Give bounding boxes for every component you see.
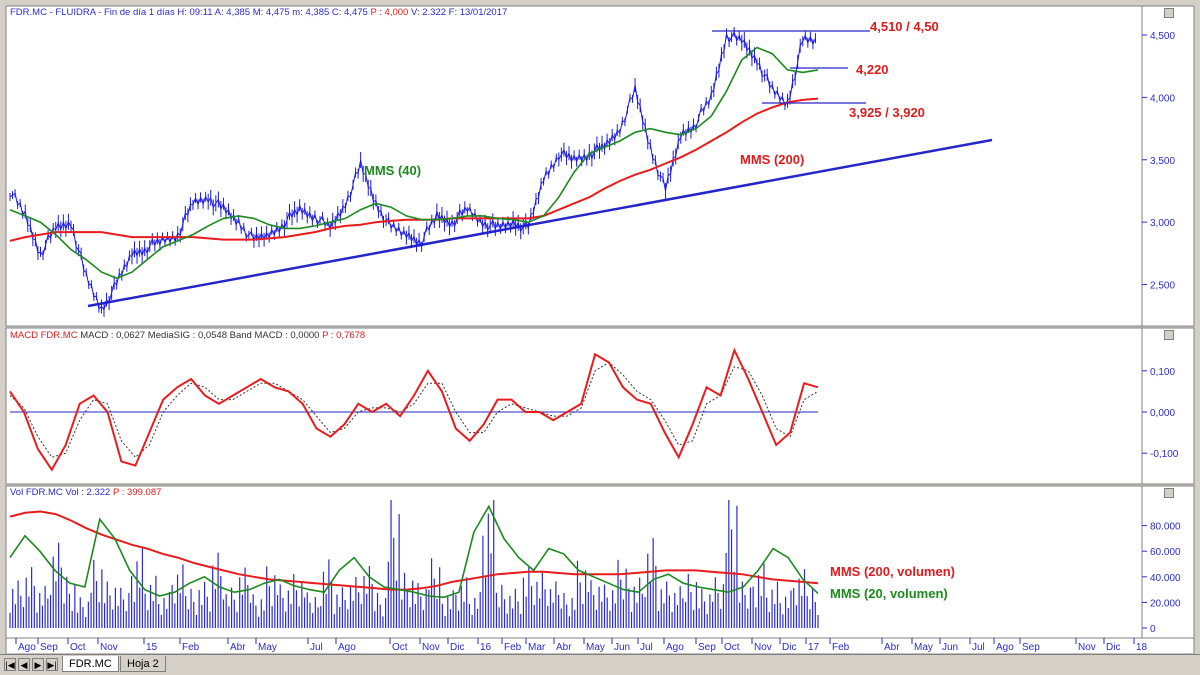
- last-sheet-icon[interactable]: ▶|: [46, 658, 58, 671]
- x-tick-label: Nov: [754, 642, 772, 653]
- x-tick-label: Ago: [18, 642, 36, 653]
- price-y-tick-label: 3,000: [1150, 218, 1175, 229]
- x-tick-label: 18: [1136, 642, 1148, 653]
- mms40-label: MMS (40): [364, 163, 421, 178]
- macd-y-tick-label: 0,100: [1150, 367, 1175, 378]
- x-tick-label: Nov: [1078, 642, 1096, 653]
- volume-panel: [5, 485, 1143, 639]
- chart-canvas: FDR.MC - FLUIDRA - Fin de día 1 días H: …: [5, 5, 1195, 654]
- price-header: FDR.MC - FLUIDRA - Fin de día 1 días H: …: [10, 7, 507, 18]
- x-tick-label: Abr: [230, 642, 246, 653]
- volume-series: [9, 500, 819, 628]
- support-label: 3,925 / 3,920: [849, 105, 925, 120]
- macd-series: [9, 347, 819, 472]
- x-tick-label: Oct: [392, 642, 408, 653]
- x-tick-label: May: [914, 642, 933, 653]
- x-tick-label: Abr: [884, 642, 900, 653]
- price-panel-corner[interactable]: [1164, 8, 1174, 18]
- vol200-label: MMS (200, volumen): [830, 564, 955, 579]
- x-tick-label: Oct: [724, 642, 740, 653]
- next-sheet-icon[interactable]: ▶: [32, 658, 44, 671]
- price-y-tick-label: 4,500: [1150, 31, 1175, 42]
- volume-y-tick-label: 20.000: [1150, 598, 1181, 609]
- x-tick-label: Dic: [782, 642, 796, 653]
- volume-header: Vol FDR.MC Vol : 2.322 P : 399.087: [10, 487, 161, 498]
- price-y-axis: 2,500 3,000 3,500 4,000 4,500: [1142, 31, 1175, 292]
- prev-sheet-icon[interactable]: ◀: [18, 658, 30, 671]
- x-tick-label: Feb: [504, 642, 522, 653]
- resistance-label: 4,510 / 4,50: [870, 19, 939, 34]
- x-tick-label: Ago: [338, 642, 356, 653]
- price-y-tick-label: 2,500: [1150, 281, 1175, 292]
- price-panel: [5, 5, 1143, 327]
- macd-y-tick-label: -0,100: [1150, 449, 1179, 460]
- date-axis-panel: [5, 637, 1195, 654]
- mms200-line: [9, 97, 819, 242]
- x-tick-label: Ago: [666, 642, 684, 653]
- x-tick-label: Feb: [182, 642, 200, 653]
- macd-y-axis: 0,100 0,000 -0,100: [1142, 367, 1179, 460]
- price-y-tick-label: 4,000: [1150, 93, 1175, 104]
- x-tick-label: Mar: [528, 642, 546, 653]
- volume-panel-corner[interactable]: [1164, 488, 1174, 498]
- x-tick-label: Jun: [614, 642, 630, 653]
- volume-y-tick-label: 60.000: [1150, 547, 1181, 558]
- macd-axis-panel: [1141, 327, 1195, 485]
- x-tick-label: Dic: [1106, 642, 1120, 653]
- x-tick-label: Ago: [996, 642, 1014, 653]
- volume-y-tick-label: 80.000: [1150, 522, 1181, 533]
- x-tick-label: Nov: [422, 642, 440, 653]
- macd-header: MACD FDR.MC MACD : 0,0627 MediaSIG : 0,0…: [10, 330, 365, 341]
- vol-mms20-line: [9, 504, 819, 599]
- x-tick-label: Abr: [556, 642, 572, 653]
- x-tick-label: 16: [480, 642, 492, 653]
- volume-y-tick-label: 40.000: [1150, 573, 1181, 584]
- x-tick-label: Sep: [1022, 642, 1040, 653]
- x-tick-label: Sep: [40, 642, 58, 653]
- trend-line: [87, 138, 993, 308]
- volume-y-axis: 80.000 60.000 40.000 20.000 0: [1142, 522, 1181, 635]
- x-tick-label: 15: [146, 642, 158, 653]
- x-tick-label: Feb: [832, 642, 850, 653]
- tab-fdr-mc[interactable]: FDR.MC: [62, 656, 119, 672]
- x-tick-label: Nov: [100, 642, 118, 653]
- first-sheet-icon[interactable]: |◀: [4, 658, 16, 671]
- macd-y-tick-label: 0,000: [1150, 408, 1175, 419]
- x-tick-label: Oct: [70, 642, 86, 653]
- mms200-label: MMS (200): [740, 152, 804, 167]
- tab-hoja-2[interactable]: Hoja 2: [120, 656, 166, 672]
- vol-mms200-line: [9, 510, 819, 591]
- mid-label: 4,220: [856, 62, 889, 77]
- macd-panel-corner[interactable]: [1164, 330, 1174, 340]
- price-axis-panel: [1141, 5, 1195, 327]
- x-tick-label: Jul: [972, 642, 985, 653]
- price-series: [9, 27, 819, 317]
- x-tick-label: Sep: [698, 642, 716, 653]
- vol20-label: MMS (20, volumen): [830, 586, 948, 601]
- x-tick-label: Jul: [640, 642, 653, 653]
- x-tick-label: May: [586, 642, 605, 653]
- price-y-tick-label: 3,500: [1150, 156, 1175, 167]
- mms40-line: [9, 46, 819, 280]
- volume-y-tick-label: 0: [1150, 624, 1156, 635]
- x-tick-label: Jul: [310, 642, 323, 653]
- date-x-axis: Ago Sep Oct Nov 15 Feb Abr May Jul Ago Oct Nov Dic 16…: [15, 638, 1148, 653]
- price-close-line: [9, 30, 816, 312]
- sheet-tab-bar: |◀ ◀ ▶ ▶| FDR.MC Hoja 2: [0, 654, 1200, 675]
- macd-line: [9, 347, 819, 472]
- volume-axis-panel: [1141, 485, 1195, 639]
- x-tick-label: May: [258, 642, 277, 653]
- macd-panel: [5, 327, 1143, 485]
- x-tick-label: 17: [808, 642, 820, 653]
- x-tick-label: Jun: [942, 642, 958, 653]
- macd-signal-line: [9, 361, 819, 459]
- x-tick-label: Dic: [450, 642, 464, 653]
